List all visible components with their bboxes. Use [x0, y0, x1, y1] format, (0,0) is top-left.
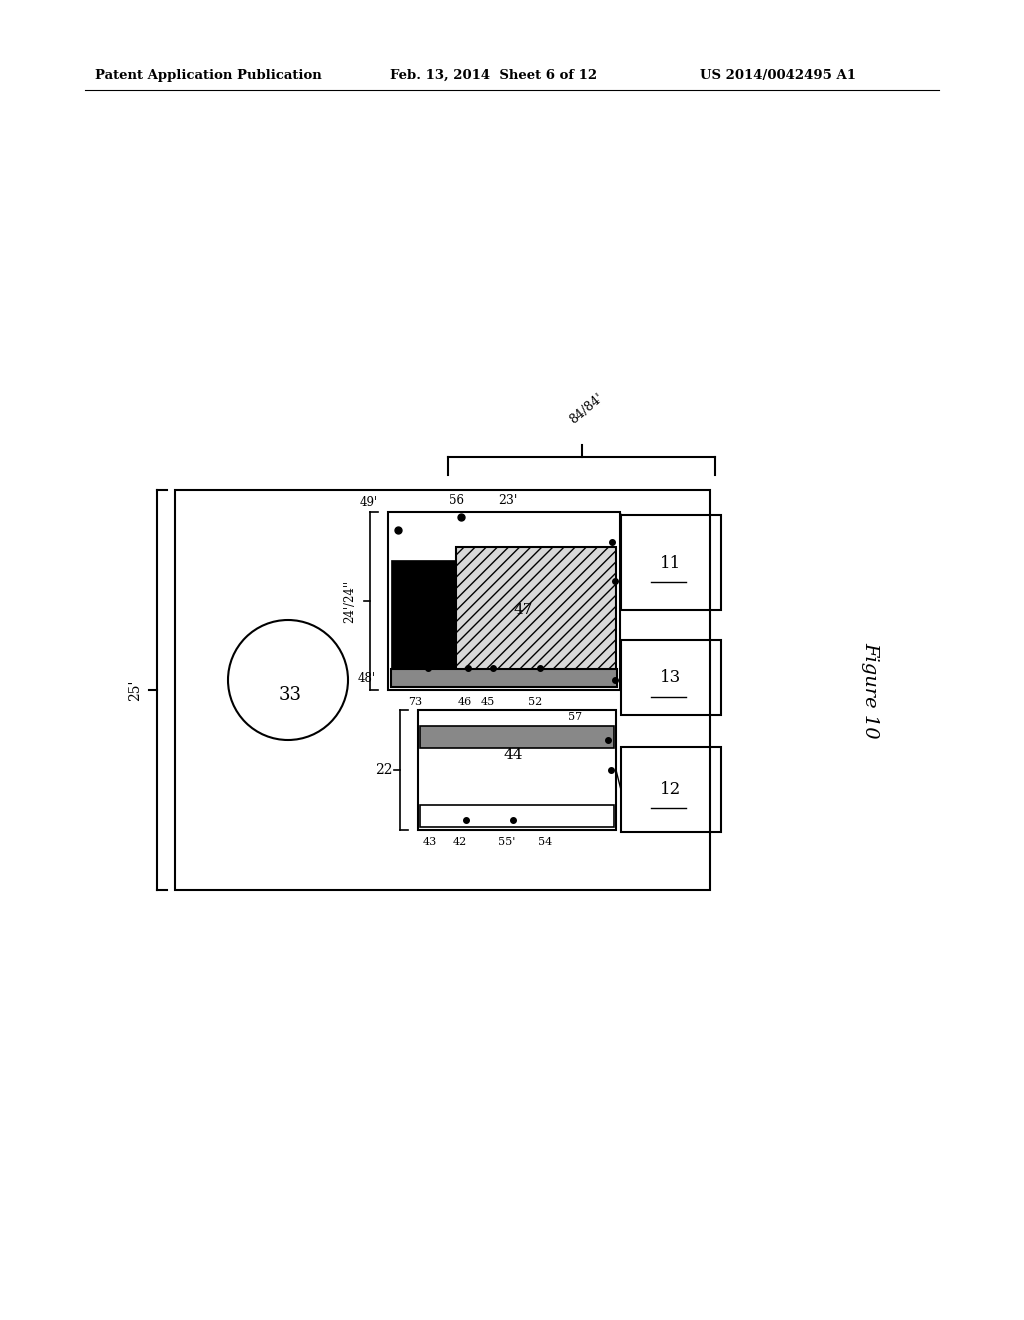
- Bar: [175, 490, 710, 890]
- Text: 47: 47: [513, 603, 532, 616]
- Text: 52: 52: [528, 697, 543, 708]
- Text: 33: 33: [279, 686, 301, 704]
- Bar: [388, 512, 620, 690]
- Text: Feb. 13, 2014  Sheet 6 of 12: Feb. 13, 2014 Sheet 6 of 12: [390, 69, 597, 82]
- Text: 44: 44: [503, 748, 522, 762]
- Text: 12: 12: [660, 780, 682, 797]
- Text: 24'/24'': 24'/24'': [343, 579, 356, 623]
- Text: 84/84': 84/84': [567, 392, 606, 426]
- Text: 54: 54: [538, 837, 552, 847]
- Text: 43: 43: [423, 837, 437, 847]
- Text: 42: 42: [453, 837, 467, 847]
- Bar: [456, 546, 616, 672]
- Text: 22: 22: [375, 763, 393, 777]
- Bar: [621, 640, 721, 715]
- Text: 56: 56: [449, 494, 464, 507]
- Text: 48': 48': [358, 672, 376, 685]
- Bar: [391, 669, 617, 686]
- Text: 55': 55': [498, 837, 515, 847]
- Text: Patent Application Publication: Patent Application Publication: [95, 69, 322, 82]
- Text: 13: 13: [660, 669, 682, 686]
- Bar: [621, 515, 721, 610]
- Text: 49': 49': [359, 495, 378, 508]
- Bar: [621, 747, 721, 832]
- Text: Figure 10: Figure 10: [861, 642, 879, 738]
- Text: 11: 11: [660, 554, 682, 572]
- Bar: [420, 805, 614, 828]
- Text: US 2014/0042495 A1: US 2014/0042495 A1: [700, 69, 856, 82]
- Text: 73: 73: [408, 697, 422, 708]
- Text: 45: 45: [481, 697, 496, 708]
- Text: 57: 57: [568, 711, 582, 722]
- Bar: [391, 560, 456, 671]
- Text: 25': 25': [128, 680, 142, 701]
- Text: 46: 46: [458, 697, 472, 708]
- Bar: [418, 710, 616, 830]
- Text: 23': 23': [499, 494, 518, 507]
- Bar: [420, 726, 614, 748]
